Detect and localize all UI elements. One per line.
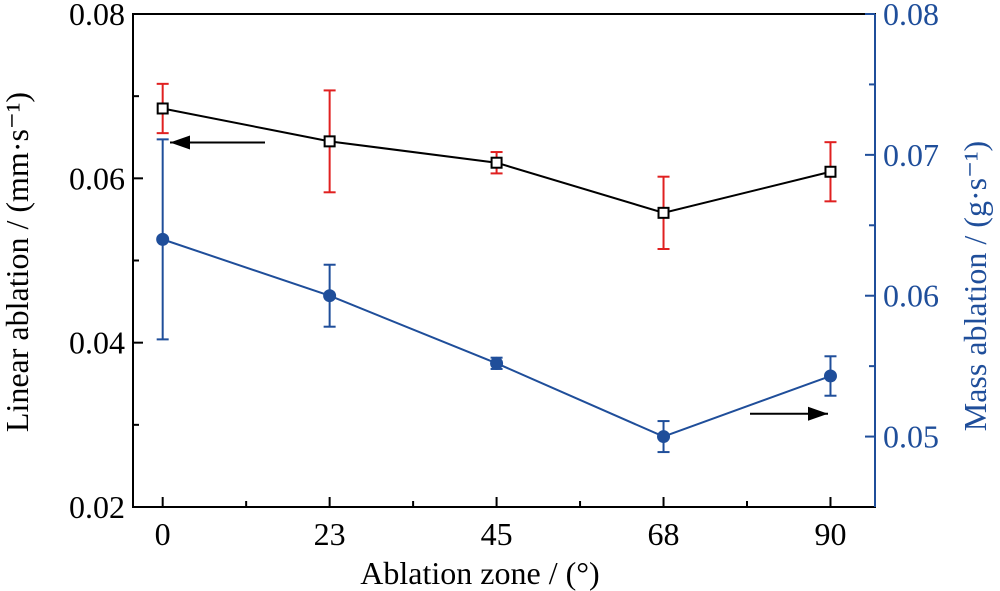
x-tick-label: 90: [814, 516, 846, 552]
y-left-tick-label: 0.04: [69, 325, 125, 361]
y-right-tick-label: 0.06: [883, 278, 939, 314]
y-right-tick-label: 0.05: [883, 419, 939, 455]
x-tick-label: 23: [314, 516, 346, 552]
y-axis-title-right: Mass ablation / (g·s⁻¹): [957, 141, 993, 431]
series-0-point: [156, 102, 169, 115]
x-axis-title: Ablation zone / (°): [360, 555, 599, 591]
y-right-tick-label: 0.07: [883, 137, 939, 173]
series-1-point: [490, 356, 504, 370]
y-axis-title-left: Linear ablation / (mm·s⁻¹): [0, 92, 35, 432]
chart-marks: [156, 82, 837, 454]
series-1-line: [162, 238, 831, 438]
series-1-point: [823, 369, 837, 383]
series-0-point: [323, 135, 336, 148]
series-1-point: [323, 289, 337, 303]
plot-frame: [132, 13, 876, 508]
x-tick-label: 45: [481, 516, 513, 552]
y-left-tick-label: 0.02: [69, 489, 125, 525]
series-0-point: [657, 206, 670, 219]
y-left-tick-label: 0.06: [69, 160, 125, 196]
x-tick-label: 0: [155, 516, 171, 552]
arrow-head-right-icon: [808, 406, 828, 421]
axis-ticks: 0 23 45 68 90 0.02 0.04 0.06 0.08 0.05 0.06 0.07 0.0…: [69, 0, 939, 552]
y-right-tick-label: 0.08: [883, 0, 939, 32]
series-1-point: [657, 430, 671, 444]
y-left-tick-label: 0.08: [69, 0, 125, 32]
arrow-head-left-icon: [170, 135, 190, 150]
series-1-point: [156, 232, 170, 246]
x-tick-label: 68: [648, 516, 680, 552]
series-0-point: [824, 165, 837, 178]
series-0-point: [490, 156, 503, 169]
